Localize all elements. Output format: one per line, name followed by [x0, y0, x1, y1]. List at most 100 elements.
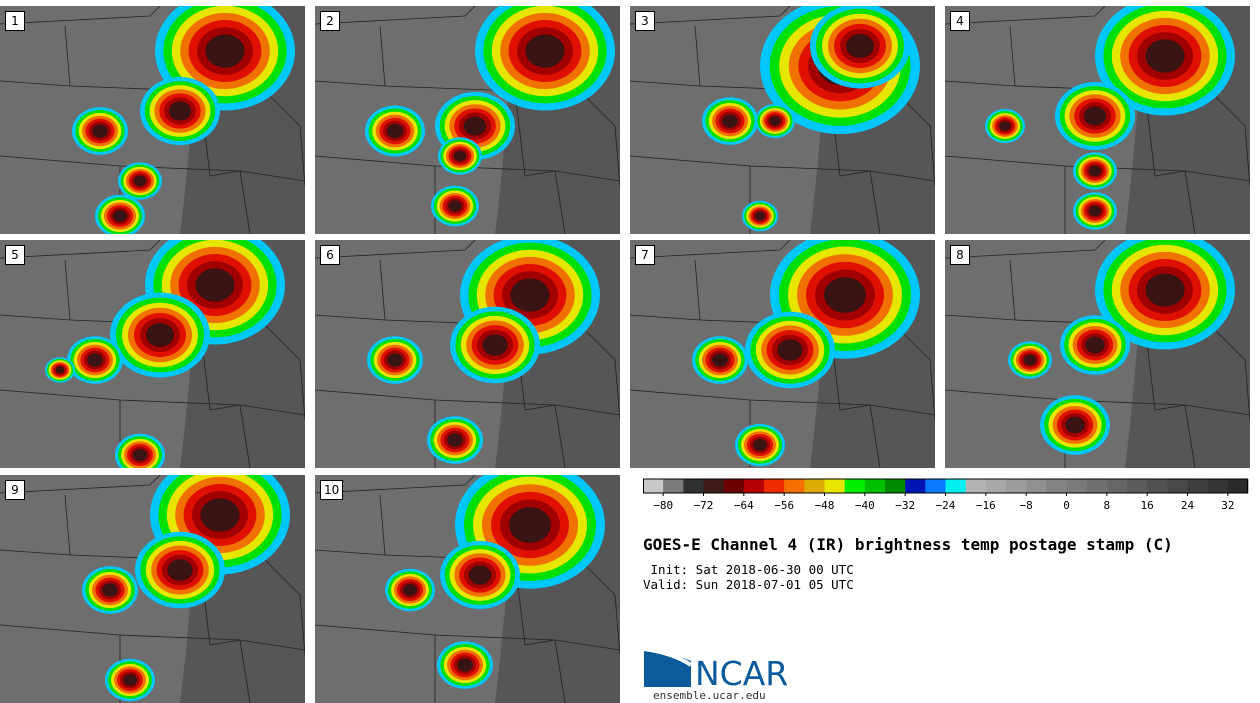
storm-cloud: [722, 114, 738, 128]
colorbar-swatch: [1127, 479, 1148, 493]
colorbar-swatch: [985, 479, 1007, 493]
ir-satellite-map: [315, 6, 620, 234]
storm-cloud: [999, 121, 1011, 131]
storm-cloud: [205, 34, 245, 68]
storm-cloud: [777, 339, 803, 361]
storm-cloud: [195, 268, 235, 302]
ir-satellite-map: [945, 6, 1250, 234]
storm-cloud: [769, 116, 781, 126]
colorbar-swatch: [1106, 479, 1128, 493]
colorbar-swatch: [905, 479, 926, 493]
storm-cloud: [403, 584, 417, 596]
storm-cloud: [525, 34, 565, 68]
colorbar-tick-label: −48: [815, 499, 835, 512]
storm-cloud: [123, 674, 137, 686]
temperature-colorbar: −80 −72 −64 −56 −48 −40 −32 −24 −16 −8 0 8 16 24 32: [643, 478, 1249, 512]
panel-number-label: 9: [5, 480, 25, 500]
forecast-panel: 10: [315, 475, 620, 703]
colorbar-tick-label: −40: [855, 499, 875, 512]
logo-text: NCAR: [695, 654, 788, 689]
storm-cloud: [754, 211, 766, 221]
forecast-panel: 2: [315, 6, 620, 234]
panel-number-label: 6: [320, 245, 340, 265]
panel-number-label: 10: [320, 480, 344, 500]
storm-cloud: [463, 116, 487, 136]
storm-cloud: [510, 278, 550, 312]
colorbar-tick-label: 16: [1141, 499, 1154, 512]
storm-cloud: [1088, 165, 1102, 177]
colorbar-swatch: [1187, 479, 1208, 493]
ir-satellite-map: [315, 475, 620, 703]
colorbar-swatch: [1026, 479, 1047, 493]
colorbar-swatch: [703, 479, 724, 493]
ir-satellite-map: [945, 240, 1250, 468]
storm-cloud: [482, 334, 508, 356]
ir-satellite-map: [0, 6, 305, 234]
ir-satellite-map: [315, 240, 620, 468]
ir-satellite-map: [630, 6, 935, 234]
colorbar-tick-label: −56: [774, 499, 794, 512]
panel-number-label: 5: [5, 245, 25, 265]
storm-cloud: [468, 565, 492, 585]
colorbar-tick-label: 0: [1063, 499, 1070, 512]
logo-url: ensemble.ucar.edu: [653, 689, 766, 702]
storm-cloud: [168, 101, 192, 121]
colorbar-swatch: [925, 479, 946, 493]
storm-cloud: [167, 559, 193, 581]
storm-cloud: [712, 353, 728, 367]
ir-satellite-map: [0, 475, 305, 703]
colorbar-swatch: [864, 479, 886, 493]
ir-satellite-map: [0, 240, 305, 468]
forecast-panel: 5: [0, 240, 305, 468]
colorbar-swatch: [824, 479, 845, 493]
storm-cloud: [386, 123, 404, 139]
colorbar-swatch: [1046, 479, 1067, 493]
forecast-panel: 6: [315, 240, 620, 468]
storm-cloud: [55, 366, 65, 374]
colorbar-tick-label: −16: [976, 499, 996, 512]
colorbar-swatch: [764, 479, 785, 493]
storm-cloud: [1145, 39, 1185, 73]
storm-cloud: [447, 433, 463, 447]
storm-cloud: [1145, 273, 1185, 307]
storm-cloud: [102, 583, 118, 597]
storm-cloud: [113, 210, 127, 222]
storm-cloud: [1088, 205, 1102, 217]
colorbar-swatch: [683, 479, 704, 493]
storm-cloud: [133, 449, 147, 461]
storm-cloud: [1085, 336, 1105, 354]
colorbar-swatch: [885, 479, 906, 493]
ncar-logo: NCAR: [643, 647, 788, 689]
ir-satellite-map: [630, 240, 935, 468]
colorbar-swatch: [945, 479, 966, 493]
colorbar-swatch: [1006, 479, 1027, 493]
colorbar-swatch: [844, 479, 866, 493]
forecast-panel: 3: [630, 6, 935, 234]
storm-cloud: [753, 439, 767, 451]
forecast-panel: 9: [0, 475, 305, 703]
colorbar-swatch: [1086, 479, 1108, 493]
panel-number-label: 4: [950, 11, 970, 31]
colorbar-swatch: [1167, 479, 1188, 493]
panel-number-label: 3: [635, 11, 655, 31]
forecast-panel: 4: [945, 6, 1250, 234]
panel-number-label: 1: [5, 11, 25, 31]
colorbar-swatch: [1227, 479, 1249, 493]
storm-cloud: [133, 175, 147, 187]
colorbar-tick-label: −8: [1020, 499, 1033, 512]
colorbar-swatch: [643, 479, 664, 493]
init-time: Init: Sat 2018-06-30 00 UTC: [643, 562, 854, 577]
storm-cloud: [387, 353, 403, 367]
storm-cloud: [1083, 106, 1107, 126]
colorbar-swatch: [663, 479, 684, 493]
colorbar-tick-label: 24: [1181, 499, 1195, 512]
storm-cloud: [448, 200, 462, 212]
colorbar-tick-label: −80: [653, 499, 673, 512]
storm-cloud: [92, 124, 108, 138]
valid-time: Valid: Sun 2018-07-01 05 UTC: [643, 577, 854, 592]
storm-cloud: [824, 277, 866, 313]
colorbar-swatch: [1147, 479, 1168, 493]
colorbar-swatch: [743, 479, 765, 493]
colorbar-tick-label: −64: [734, 499, 754, 512]
figure-title: GOES-E Channel 4 (IR) brightness temp po…: [643, 535, 1173, 554]
